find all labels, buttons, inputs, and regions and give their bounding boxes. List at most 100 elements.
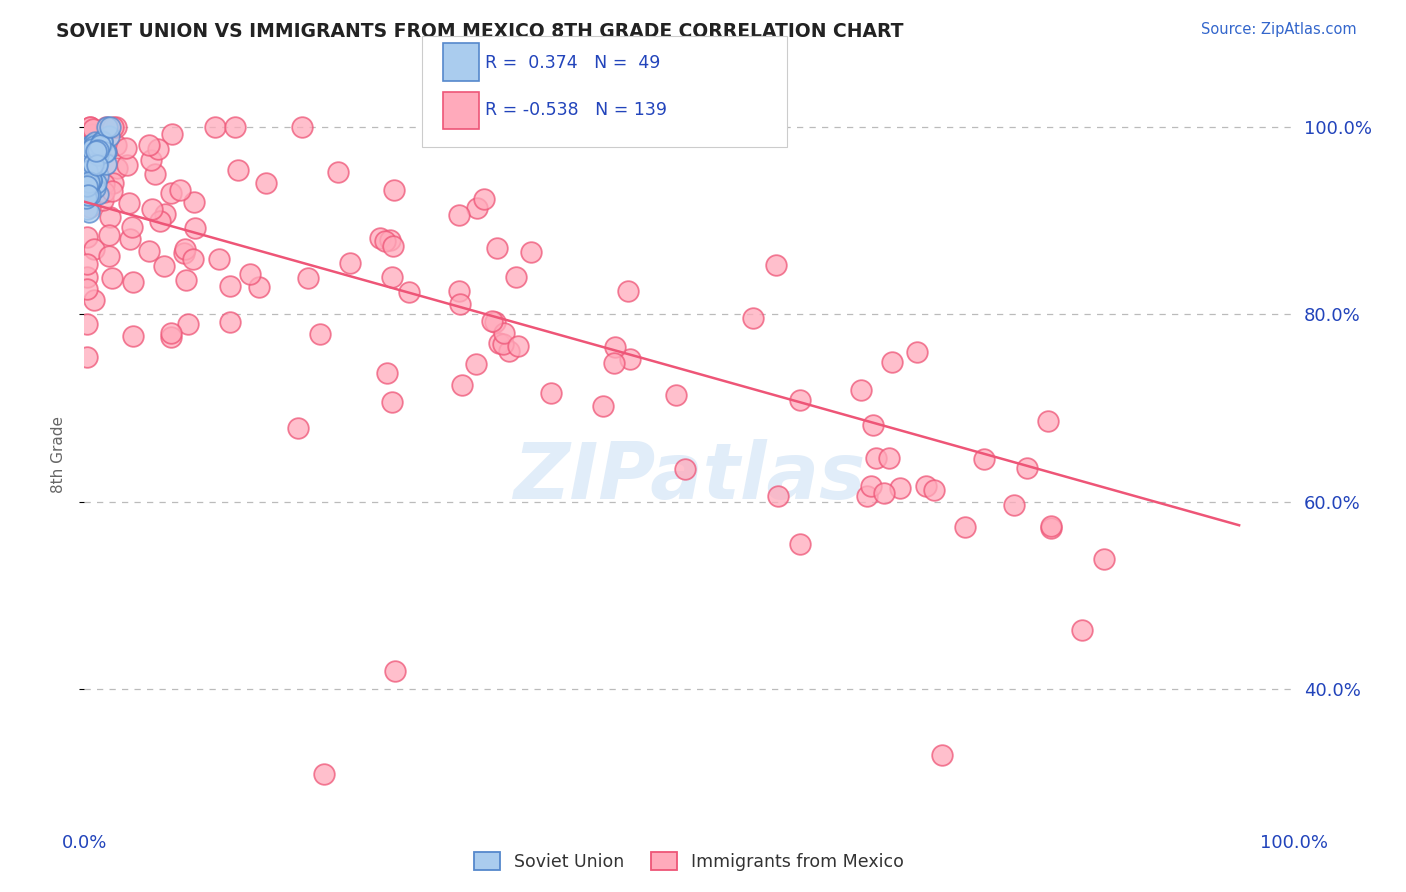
Point [83, 165, 105, 179]
Point [254, 177, 277, 191]
Point [239, 267, 262, 281]
Point [105, 161, 128, 175]
Point [159, 330, 181, 344]
Point [90, 135, 112, 149]
Point [1036, 414, 1059, 428]
Point [492, 337, 515, 351]
Point [153, 260, 176, 274]
Point [174, 243, 197, 257]
Point [101, 176, 124, 190]
Point [160, 127, 183, 141]
Point [79, 120, 101, 134]
Point [1071, 623, 1094, 637]
Point [75, 191, 97, 205]
Point [619, 351, 641, 366]
Point [339, 256, 361, 270]
Point [219, 315, 242, 329]
Point [76, 188, 98, 202]
Point [377, 366, 399, 380]
Point [451, 378, 474, 392]
Point [381, 394, 404, 409]
Point [84, 144, 107, 158]
Point [160, 186, 183, 201]
Point [291, 120, 314, 134]
Point [287, 421, 309, 435]
Point [447, 208, 470, 222]
Point [384, 664, 406, 678]
Point [485, 241, 508, 255]
Point [75, 156, 97, 170]
Point [86, 154, 108, 169]
Point [1039, 521, 1062, 535]
Point [148, 142, 170, 156]
Point [80, 127, 103, 141]
Point [83, 168, 105, 182]
Point [82, 138, 104, 153]
Point [96, 145, 118, 160]
Point [90, 134, 112, 148]
Point [83, 159, 105, 173]
Text: ZIPatlas: ZIPatlas [513, 439, 865, 515]
Point [915, 479, 938, 493]
Point [665, 387, 688, 401]
Point [204, 120, 226, 134]
Point [84, 136, 107, 150]
Point [520, 244, 543, 259]
Text: Source: ZipAtlas.com: Source: ZipAtlas.com [1201, 22, 1357, 37]
Point [79, 138, 101, 153]
Point [75, 187, 97, 202]
Point [94, 120, 117, 134]
Point [138, 244, 160, 259]
Point [98, 228, 121, 243]
Point [76, 179, 98, 194]
Point [77, 171, 100, 186]
Point [121, 329, 143, 343]
Point [105, 120, 128, 134]
Point [465, 201, 488, 215]
Point [76, 160, 98, 174]
Point [121, 275, 143, 289]
Point [80, 142, 103, 156]
Point [75, 186, 97, 200]
Point [873, 486, 896, 500]
Point [121, 220, 143, 235]
Point [79, 201, 101, 215]
Point [877, 451, 900, 466]
Text: SOVIET UNION VS IMMIGRANTS FROM MEXICO 8TH GRADE CORRELATION CHART: SOVIET UNION VS IMMIGRANTS FROM MEXICO 8… [56, 22, 904, 41]
Point [143, 167, 166, 181]
Point [447, 284, 470, 298]
Y-axis label: 8th Grade: 8th Grade [51, 417, 66, 493]
Point [115, 140, 138, 154]
Point [104, 137, 127, 152]
Point [766, 489, 789, 503]
Point [87, 169, 110, 184]
Point [76, 257, 98, 271]
Point [382, 239, 405, 253]
Point [76, 164, 98, 178]
Point [183, 221, 205, 235]
Point [297, 270, 319, 285]
Point [138, 137, 160, 152]
Point [77, 204, 100, 219]
Point [789, 393, 811, 408]
Point [149, 214, 172, 228]
Point [79, 188, 101, 202]
Point [592, 399, 614, 413]
Point [98, 120, 121, 134]
Point [96, 120, 118, 134]
Point [1092, 552, 1115, 566]
Point [218, 279, 240, 293]
Point [1039, 518, 1062, 533]
Point [181, 252, 204, 267]
Point [484, 315, 506, 329]
Point [382, 183, 405, 197]
Point [328, 164, 350, 178]
Point [98, 211, 121, 225]
Point [80, 173, 103, 187]
Point [97, 129, 120, 144]
Point [177, 317, 200, 331]
Point [309, 327, 332, 342]
Point [101, 120, 124, 134]
Point [82, 156, 104, 170]
Point [117, 196, 139, 211]
